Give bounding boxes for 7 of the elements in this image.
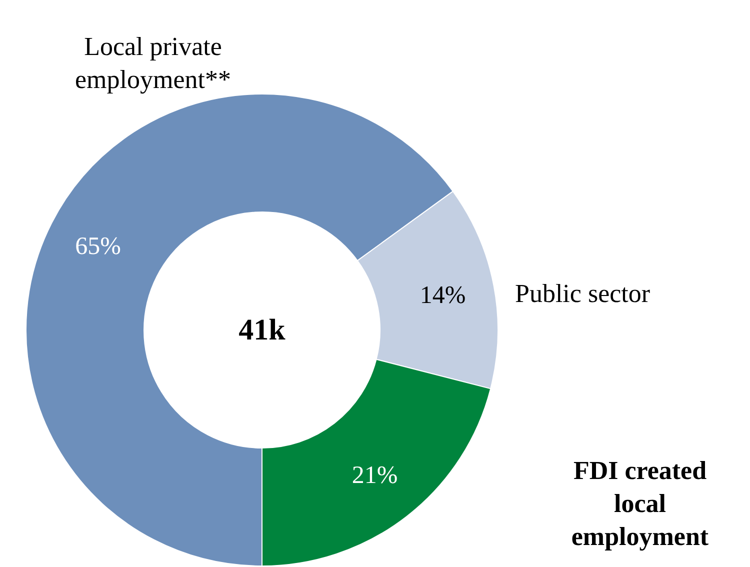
data-label: 65%	[75, 232, 121, 260]
slice-label: Local private employment**	[75, 32, 231, 94]
slice-label: FDI created local employment	[571, 456, 709, 550]
data-label: 14%	[420, 282, 466, 310]
slice-label: Public sector	[515, 278, 650, 308]
text: 41k	[238, 314, 286, 346]
data-label: 21%	[352, 462, 398, 489]
